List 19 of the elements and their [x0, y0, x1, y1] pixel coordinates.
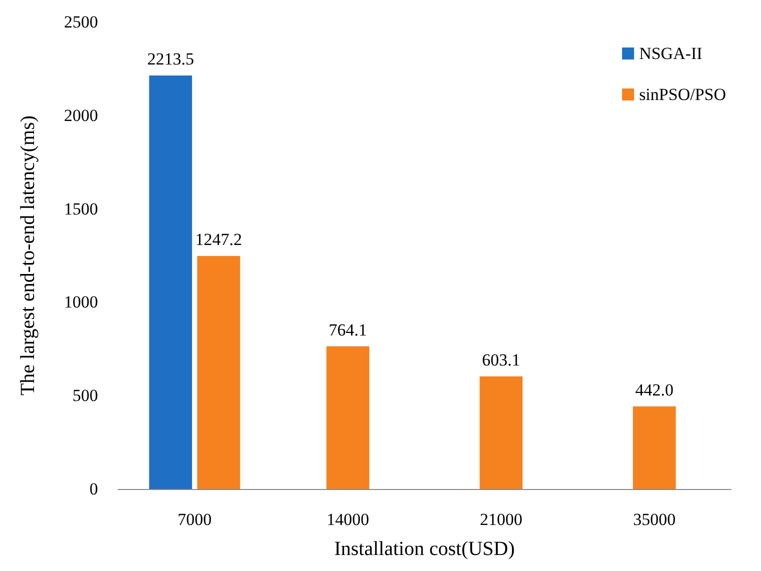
y-tick-label: 2500	[64, 12, 98, 32]
legend-label: NSGA-II	[639, 44, 703, 63]
legend-label: sinPSO/PSO	[639, 85, 726, 104]
x-tick-label: 21000	[480, 510, 522, 529]
y-tick-label: 500	[72, 386, 98, 406]
x-tick-label: 14000	[326, 510, 370, 529]
data-label: 1247.2	[195, 230, 242, 250]
x-tick-label: 35000	[633, 510, 676, 529]
y-tick-label: 1000	[64, 292, 98, 312]
x-axis-title: Installation cost(USD)	[334, 538, 515, 560]
y-axis-title: The largest end-to-end latency(ms)	[17, 115, 39, 396]
data-label: 442.0	[635, 380, 674, 400]
data-label: 2213.5	[147, 50, 194, 69]
x-tick-label: 7000	[178, 510, 212, 529]
y-tick-label: 1500	[64, 199, 98, 218]
data-label: 603.1	[482, 350, 520, 370]
y-tick-label: 2000	[64, 106, 98, 125]
data-label: 764.1	[328, 320, 367, 340]
y-tick-label: 0	[90, 480, 98, 498]
